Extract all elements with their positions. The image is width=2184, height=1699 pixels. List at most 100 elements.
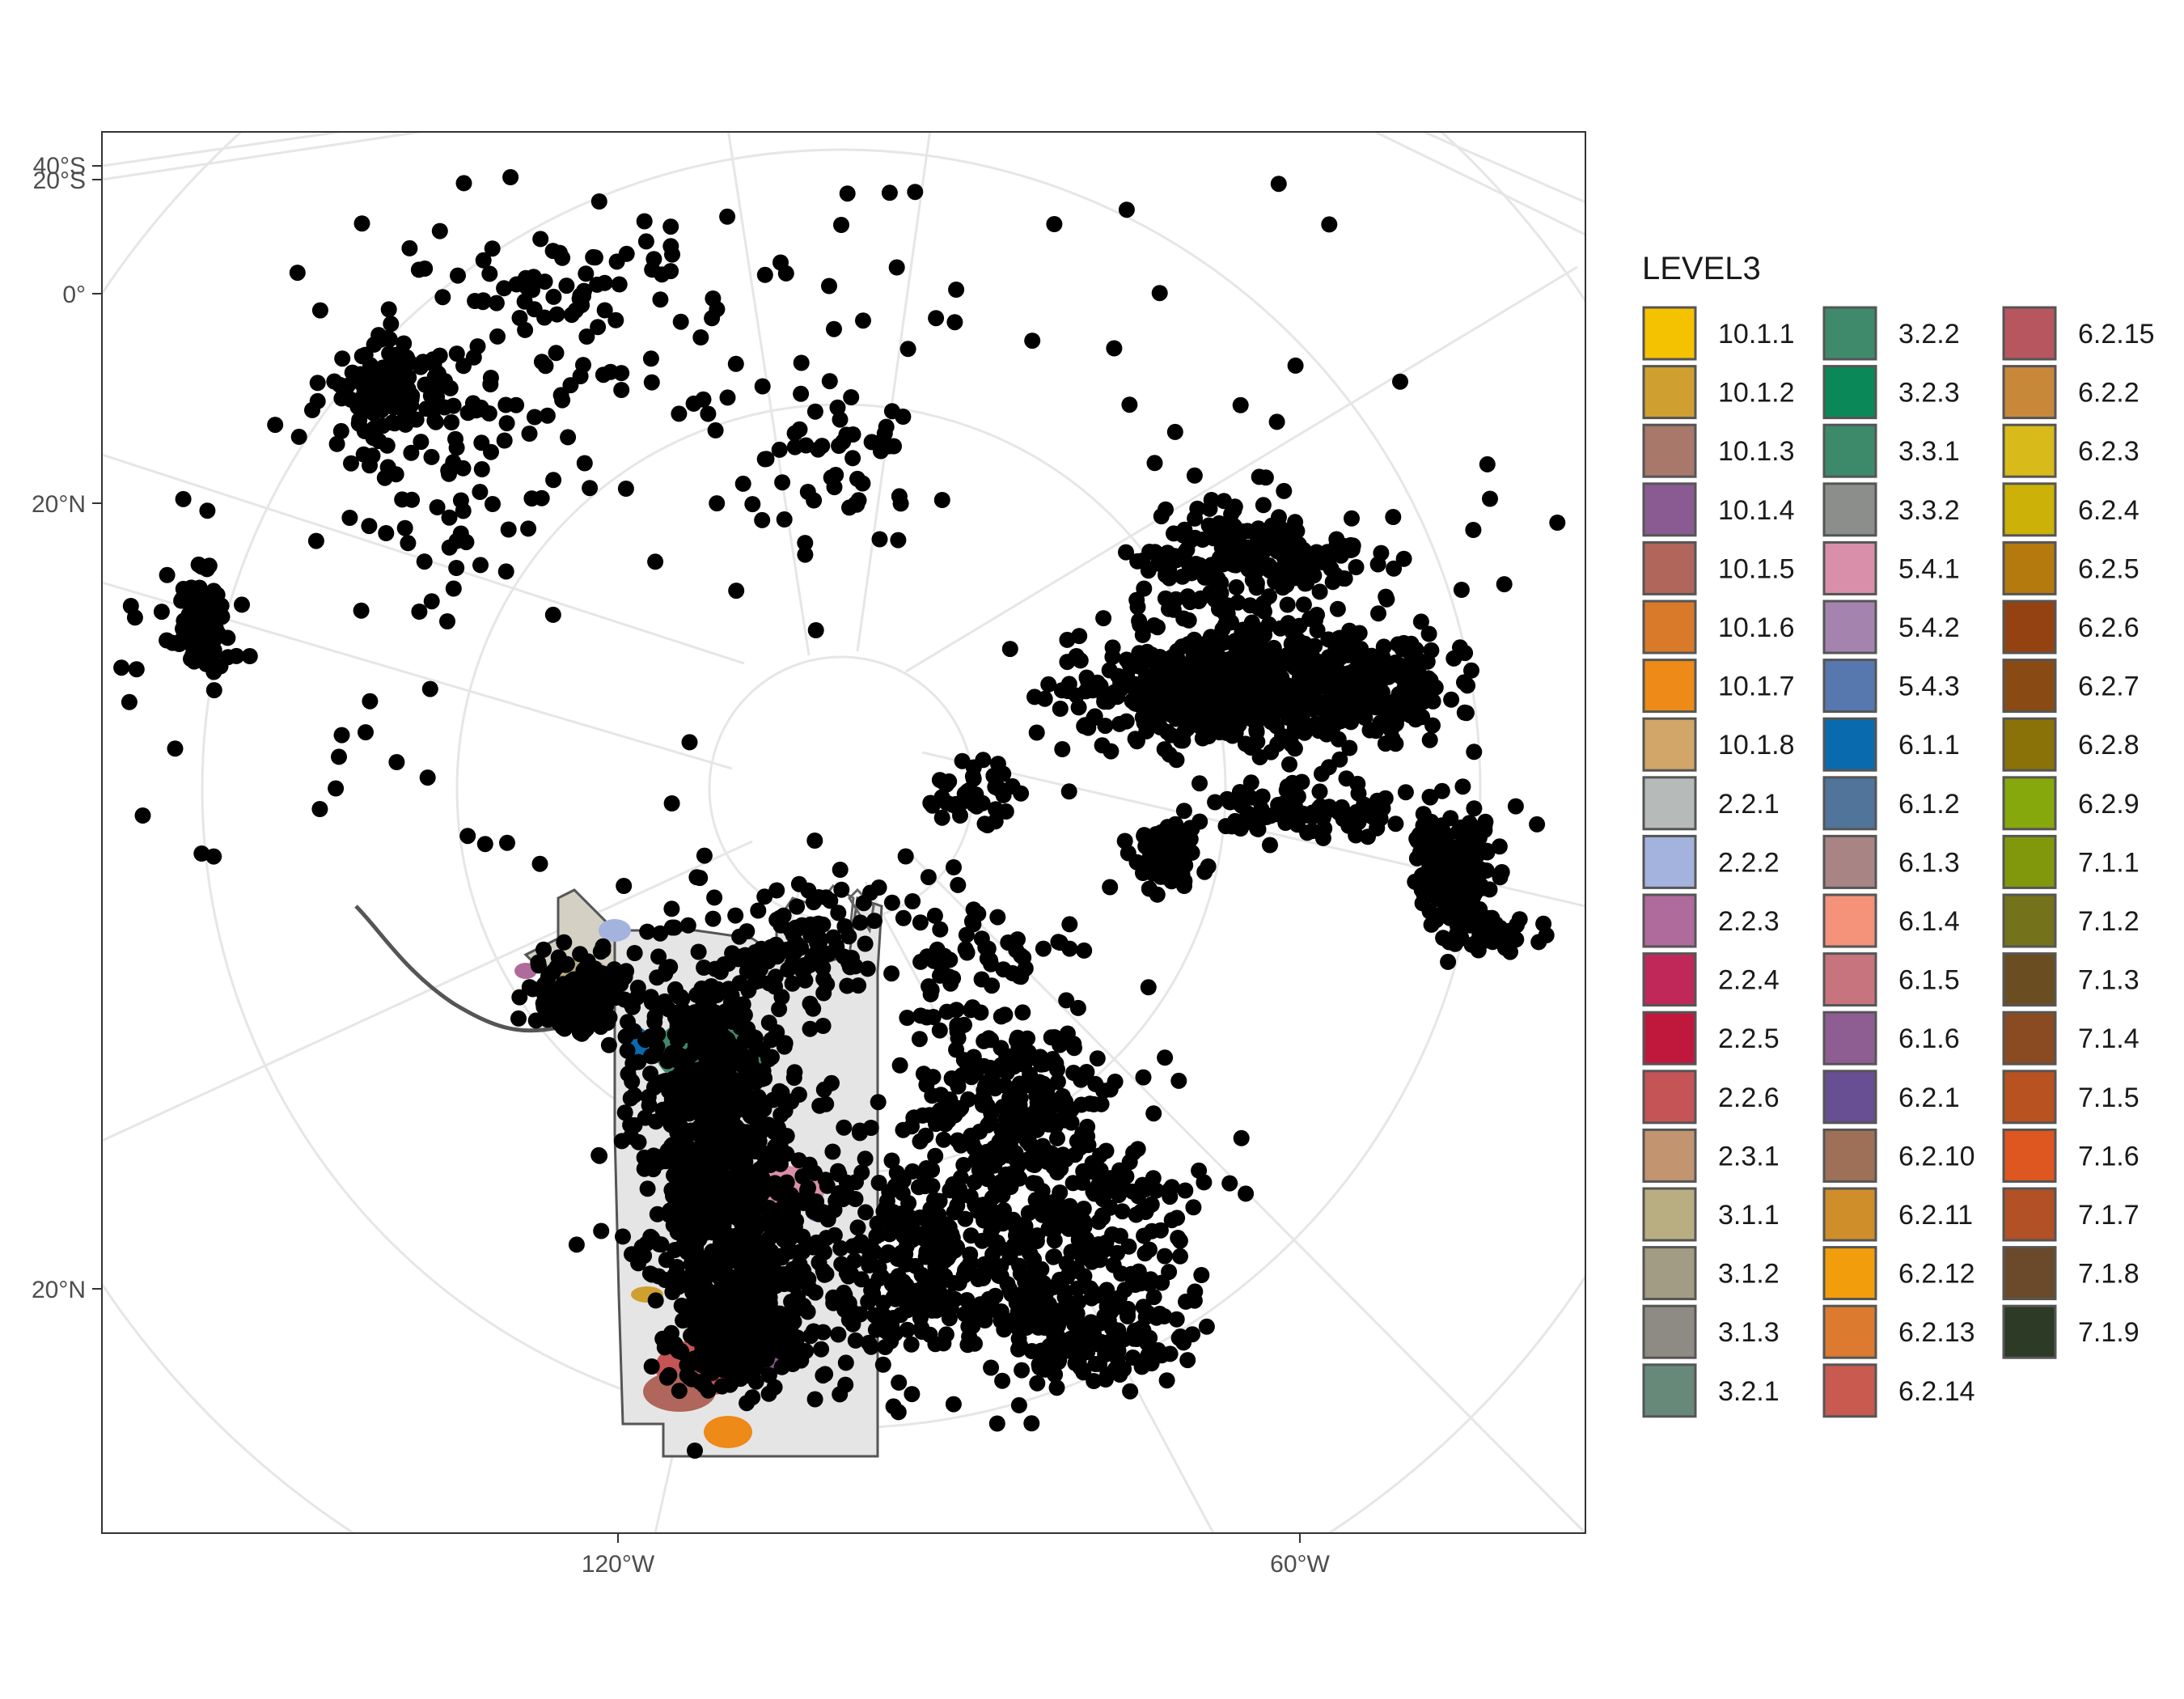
point-1268: [820, 1208, 836, 1225]
point-1654: [1098, 1142, 1115, 1159]
point-2049: [1026, 688, 1043, 705]
point-3449: [532, 231, 549, 248]
point-3587: [1462, 917, 1479, 934]
point-2300: [1164, 649, 1181, 665]
point-3328: [359, 381, 376, 398]
point-346: [649, 1205, 666, 1222]
point-1260: [832, 1386, 849, 1403]
legend-label-33: 6.2.10: [1898, 1141, 1975, 1172]
point-3446: [489, 328, 506, 345]
point-3531: [1331, 804, 1348, 821]
point-969: [813, 1341, 830, 1358]
point-2872: [1433, 817, 1450, 834]
legend-swatch-49: [2002, 952, 2057, 1007]
point-2466: [1175, 610, 1192, 627]
point-613: [692, 1029, 709, 1046]
point-2697: [1285, 681, 1302, 697]
point-3574: [1470, 942, 1487, 959]
point-3376: [728, 583, 745, 600]
point-602: [727, 1103, 744, 1120]
point-3307: [311, 302, 328, 319]
point-3685: [533, 489, 550, 506]
point-1669: [1021, 1133, 1038, 1150]
point-1672: [918, 1160, 935, 1176]
point-3526: [1242, 774, 1259, 791]
point-875: [700, 1382, 717, 1399]
point-3579: [1446, 935, 1463, 952]
legend-swatch-22: [1822, 482, 1877, 537]
point-3767: [646, 1014, 663, 1031]
point-1945: [1095, 610, 1112, 627]
point-3892: [764, 940, 781, 957]
point-3880: [760, 953, 777, 970]
point-3834: [852, 914, 869, 931]
point-861: [705, 1285, 722, 1302]
point-4157: [480, 405, 497, 422]
point-3277: [428, 399, 445, 416]
point-1175: [883, 1276, 900, 1293]
point-2504: [1129, 599, 1146, 616]
point-609: [667, 1119, 684, 1136]
point-3348: [806, 403, 823, 420]
point-872: [658, 1369, 675, 1386]
point-1503: [1238, 1185, 1255, 1202]
point-699: [686, 1201, 702, 1218]
point-1724: [1069, 999, 1086, 1016]
point-2592: [1368, 722, 1384, 739]
point-694: [713, 1016, 730, 1033]
point-3394: [685, 395, 702, 412]
point-3970: [1070, 1328, 1086, 1345]
point-920: [732, 1308, 748, 1325]
point-2197: [1136, 714, 1153, 731]
point-3383: [933, 492, 950, 508]
point-3345: [844, 450, 861, 467]
point-420: [736, 1032, 753, 1049]
point-502: [652, 925, 669, 942]
point-2306: [1165, 698, 1182, 715]
point-3766: [604, 985, 621, 1002]
point-2723: [1329, 693, 1346, 710]
point-3334: [744, 496, 761, 513]
lon-label-120w: 120°W: [582, 1551, 655, 1578]
point-1682: [1069, 1133, 1086, 1150]
panel-border: [101, 131, 1586, 1534]
point-3682: [361, 518, 378, 535]
point-3338: [871, 531, 888, 548]
point-3871: [768, 911, 785, 928]
point-4042: [948, 282, 965, 298]
point-2927: [1437, 837, 1454, 854]
legend-label-36: 6.2.13: [1898, 1317, 1975, 1348]
point-952: [798, 1343, 815, 1360]
lat-label-20s: 20°S: [33, 167, 86, 194]
point-177: [739, 923, 756, 940]
point-3427: [558, 278, 575, 294]
point-2642: [1268, 652, 1285, 669]
point-3371: [891, 488, 908, 505]
point-1684: [1059, 1268, 1076, 1285]
point-1021: [819, 1177, 836, 1194]
point-3059: [955, 1052, 972, 1069]
point-465: [593, 1222, 610, 1239]
point-4018: [1030, 1291, 1047, 1308]
legend-label-18: 3.2.1: [1718, 1376, 1780, 1407]
point-4136: [1304, 663, 1321, 680]
point-1326: [832, 1239, 849, 1256]
point-3411: [401, 239, 418, 256]
point-691: [704, 1040, 721, 1057]
point-3280: [396, 335, 413, 352]
point-1398: [1114, 1203, 1131, 1220]
point-3799: [552, 1000, 569, 1017]
point-3053: [989, 909, 1006, 926]
point-4114: [777, 265, 794, 282]
point-2556: [1331, 751, 1348, 768]
point-3370: [823, 469, 840, 486]
point-488: [630, 1053, 647, 1070]
point-997: [778, 1128, 795, 1144]
point-2725: [1357, 650, 1374, 667]
point-2437: [1336, 570, 1353, 587]
point-4095: [1466, 744, 1483, 761]
point-3945: [1198, 1318, 1215, 1335]
legend-swatch-42: [2002, 540, 2057, 595]
point-2489: [1153, 508, 1170, 525]
point-2352: [1385, 509, 1402, 525]
